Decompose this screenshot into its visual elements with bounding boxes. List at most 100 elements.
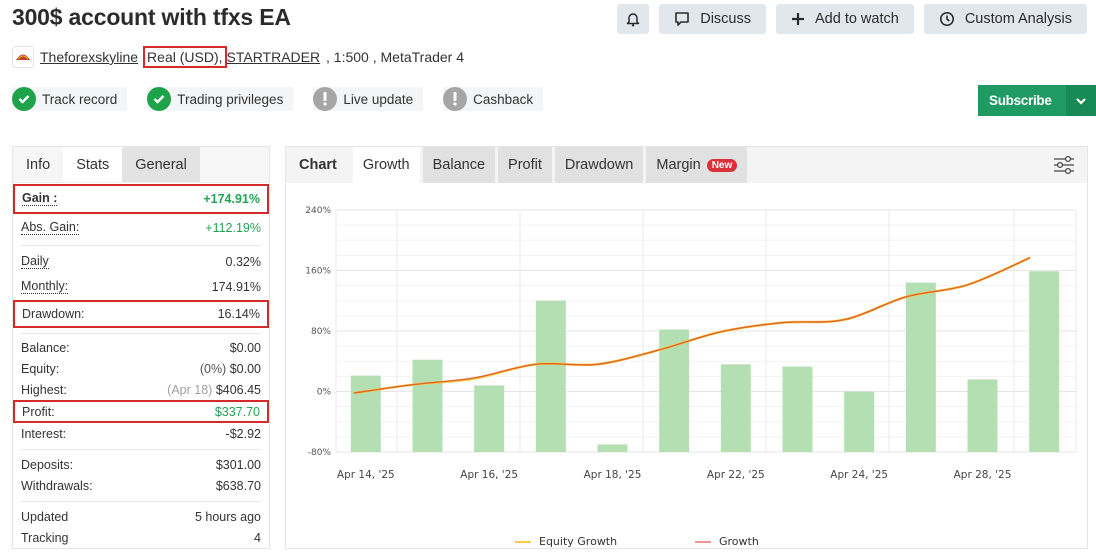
stat-value: +112.19%: [205, 220, 261, 235]
highest-date: (Apr 18): [167, 382, 213, 397]
stat-label[interactable]: Gain :: [22, 191, 58, 206]
plus-icon: [791, 12, 805, 26]
discuss-button[interactable]: Discuss: [659, 4, 766, 34]
exclamation-icon: [313, 87, 338, 111]
tab-drawdown[interactable]: Drawdown: [554, 147, 644, 183]
account-meta: Theforexskyline Real (USD), STARTRADER ,…: [12, 46, 464, 68]
subscribe-dropdown[interactable]: [1065, 85, 1096, 116]
legend-growth[interactable]: Growth: [695, 535, 759, 548]
legend-label: Growth: [719, 535, 759, 548]
badge-label: Trading privileges: [177, 91, 284, 107]
stat-deposits: Deposits: $301.00: [21, 454, 261, 475]
stat-label: Drawdown:: [22, 307, 85, 321]
notify-button[interactable]: [617, 4, 650, 34]
badge-cashback[interactable]: Cashback: [443, 87, 544, 111]
owner-link[interactable]: Theforexskyline: [40, 49, 139, 65]
stat-value: $0.00: [229, 340, 261, 355]
badge-label: Cashback: [473, 91, 534, 107]
chat-icon: [674, 11, 690, 27]
highest-amount: $406.45: [215, 382, 261, 397]
badge-live-update[interactable]: Live update: [313, 87, 424, 111]
tab-growth[interactable]: Growth: [352, 147, 420, 183]
equity-percent: (0%): [199, 361, 227, 376]
discuss-label: Discuss: [700, 11, 751, 27]
broker-link[interactable]: STARTRADER: [226, 49, 321, 65]
divider: [21, 333, 261, 334]
custom-analysis-button[interactable]: Custom Analysis: [923, 4, 1087, 34]
stats-list: Gain : +174.91% Abs. Gain: +112.19% Dail…: [13, 184, 269, 548]
stat-value: -$2.92: [225, 426, 261, 441]
svg-text:0%: 0%: [317, 388, 332, 398]
divider: [21, 449, 261, 450]
svg-text:Apr 22, '25: Apr 22, '25: [707, 469, 765, 481]
tab-general[interactable]: General: [122, 147, 200, 182]
stat-abs-gain: Abs. Gain: +112.19%: [21, 214, 261, 241]
add-to-watch-button[interactable]: Add to watch: [775, 4, 914, 34]
stats-panel: Info Stats General Gain : +174.91% Abs. …: [12, 146, 270, 549]
svg-text:Apr 28, '25: Apr 28, '25: [954, 469, 1012, 481]
stat-label: Tracking: [21, 530, 69, 545]
stat-tracking: Tracking 4: [21, 527, 261, 548]
subscribe-button[interactable]: Subscribe: [978, 85, 1066, 116]
new-badge: New: [706, 158, 738, 172]
add-to-watch-label: Add to watch: [814, 11, 899, 27]
stat-updated: Updated 5 hours ago: [21, 506, 261, 527]
chart-settings-button[interactable]: [1053, 155, 1075, 180]
clock-icon: [939, 11, 955, 27]
stat-value: $301.00: [215, 457, 261, 472]
legend-equity-growth[interactable]: Equity Growth: [515, 535, 617, 548]
custom-analysis-label: Custom Analysis: [964, 11, 1072, 27]
badge-label: Track record: [42, 91, 118, 107]
stat-value: 174.91%: [211, 280, 261, 294]
stat-label[interactable]: Daily: [21, 254, 49, 269]
avatar[interactable]: [12, 46, 34, 68]
stat-value: (0%) $0.00: [200, 362, 261, 376]
tab-info[interactable]: Info: [13, 147, 64, 182]
bell-icon: [626, 11, 640, 27]
stat-label: Profit:: [22, 404, 55, 419]
exclamation-icon: [443, 87, 468, 111]
header-actions: Discuss Add to watch Custom Analysis: [617, 4, 1087, 34]
growth-chart[interactable]: 240% 160% 80% 0% -80% Apr 14, '25 Apr 16, '25 A…: [286, 183, 1087, 549]
stat-label[interactable]: Abs. Gain:: [21, 219, 80, 235]
stat-label[interactable]: Monthly:: [21, 279, 69, 294]
stat-balance: Balance: $0.00: [21, 337, 261, 358]
badge-label: Live update: [343, 91, 414, 107]
svg-text:Apr 18, '25: Apr 18, '25: [584, 469, 642, 481]
growth-chart-svg: 240% 160% 80% 0% -80% Apr 14, '25 Apr 16, '25 A…: [305, 206, 1077, 481]
legend-label: Equity Growth: [539, 535, 618, 548]
badge-trading-privileges[interactable]: Trading privileges: [147, 87, 294, 111]
stat-label: Balance:: [21, 340, 70, 355]
stat-value: 16.14%: [217, 307, 260, 321]
tab-profit[interactable]: Profit: [498, 147, 552, 183]
equity-amount: $0.00: [229, 361, 261, 376]
svg-text:80%: 80%: [311, 327, 331, 337]
divider: [21, 245, 261, 246]
stat-value: $638.70: [215, 478, 261, 493]
stat-daily: Daily 0.32%: [21, 250, 261, 274]
account-type: Real (USD),: [143, 46, 227, 68]
stat-value: 4: [254, 530, 261, 545]
stat-highest: Highest: (Apr 18) $406.45: [21, 379, 261, 400]
stat-label: Updated: [21, 509, 69, 524]
stats-tabs: Info Stats General: [13, 147, 269, 183]
svg-text:-80%: -80%: [308, 448, 332, 458]
tab-stats[interactable]: Stats: [63, 147, 123, 182]
tab-balance[interactable]: Balance: [422, 147, 496, 183]
svg-text:160%: 160%: [305, 267, 331, 277]
account-details: , 1:500 , MetaTrader 4: [322, 49, 465, 65]
stat-label: Interest:: [21, 426, 67, 441]
stat-label: Withdrawals:: [21, 478, 93, 493]
stat-gain: Gain : +174.91%: [13, 184, 269, 214]
stat-label: Deposits:: [21, 457, 74, 472]
stat-value: +174.91%: [203, 192, 260, 206]
stat-value: $337.70: [214, 404, 260, 419]
legend-swatch: [515, 540, 531, 543]
check-icon: [147, 87, 172, 111]
verification-badges: Track record Trading privileges Live upd…: [12, 87, 544, 111]
badge-track-record[interactable]: Track record: [12, 87, 128, 111]
tab-margin[interactable]: Margin New: [646, 147, 748, 183]
svg-text:240%: 240%: [305, 206, 331, 216]
stat-withdrawals: Withdrawals: $638.70: [21, 475, 261, 496]
stat-drawdown: Drawdown: 16.14%: [13, 300, 269, 328]
